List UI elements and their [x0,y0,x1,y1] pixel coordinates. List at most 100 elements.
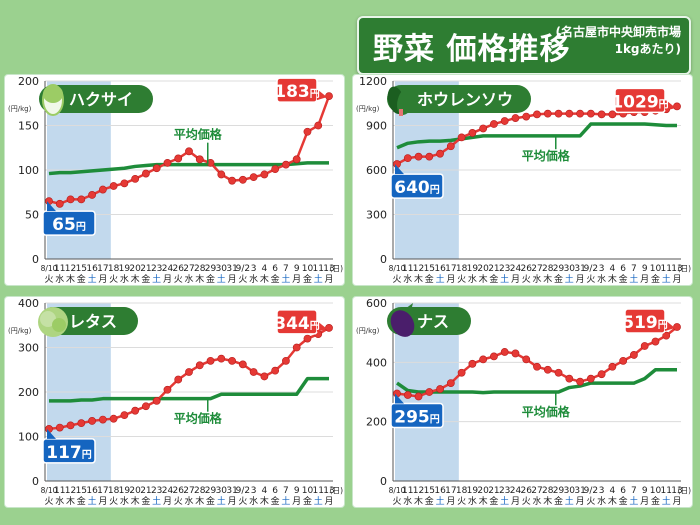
avg-label: 平均価格 [172,125,224,165]
y-tick-label: 1200 [359,75,387,88]
x-day-label: 火 [457,274,466,285]
chart-svg: 03006009001200(円/kg)8/10火11水12木15金16土17月… [356,75,691,285]
x-tick-label: 4 [262,264,268,274]
y-tick-label: 400 [366,356,387,369]
x-day-label: 火 [522,274,531,285]
x-day-label: 土 [281,495,290,507]
x-tick-label: 30 [216,264,228,274]
x-tick-label: 11 [402,264,413,274]
x-tick-label: 31 [574,486,585,496]
x-day-label: 木 [479,273,488,285]
price-point [608,110,617,119]
x-day-label: 木 [260,495,269,507]
series-name: ホウレンソウ [417,90,513,109]
price-point [597,110,606,119]
x-tick-label: 17 [97,264,108,274]
price-point [120,411,129,420]
y-unit-label: (円/kg) [8,327,32,335]
x-day-label: 月 [163,496,172,507]
x-day-label: 金 [206,273,215,285]
x-day-label: 金 [489,273,498,285]
x-day-label: 水 [249,273,258,285]
x-day-label: 木 [195,273,204,285]
x-day-label: 木 [543,273,552,285]
y-tick-label: 0 [380,475,387,488]
price-point [543,365,552,374]
series-name: ナス [417,312,449,331]
x-day-label: 月 [576,496,585,507]
x-day-label: 金 [554,495,563,507]
x-day-label: 土 [629,273,638,285]
x-day-label: 火 [586,496,595,507]
price-point [195,155,204,164]
x-tick-label: 11 [661,486,672,496]
x-day-label: 金 [303,495,312,507]
price-point [98,415,107,424]
end-price-badge-text: 1029円 [611,92,668,112]
x-tick-label: 19 [119,486,131,496]
x-day-label: 月 [672,496,681,507]
price-point [271,366,280,375]
price-point [260,372,269,381]
x-tick-label: 28 [542,486,554,496]
avg-price-line [49,376,329,403]
price-point [403,391,412,399]
start-price-badge-unit: 円 [430,184,440,196]
eggplant-icon [390,303,415,337]
x-tick-label: 11 [313,486,324,496]
x-day-label: 木 [66,495,75,507]
start-price-badge-unit: 円 [76,221,86,233]
price-point [673,102,681,111]
price-point [576,377,584,386]
x-day-label: 金 [619,273,628,285]
price-point [457,368,466,377]
price-point [414,392,423,401]
source-note: (名古屋市中央卸売市場 1kgあたり) [556,24,682,58]
price-point [673,323,681,331]
price-point [55,423,64,432]
x-day-label: 土 [217,495,226,507]
x-day-label: 土 [565,273,574,285]
end-price-badge-value: 519 [622,313,658,333]
x-tick-label: 8/10 [389,486,406,495]
start-price-badge-text: 65円 [52,215,86,235]
price-point [565,109,574,118]
x-day-label: 月 [672,274,681,285]
price-point [543,109,552,118]
price-point [249,173,258,182]
price-point [630,351,638,359]
x-tick-label: 28 [194,264,206,274]
x-day-label: 水 [249,495,258,507]
x-day-label: 水 [120,495,129,507]
x-day-label: 月 [640,496,649,507]
y-tick-label: 0 [32,253,39,266]
x-tick-label: 17 [97,486,108,496]
x-day-label: 火 [44,496,53,507]
price-point [282,356,290,365]
x-day-label: 月 [292,274,301,285]
avg-label-text: 平均価格 [522,404,571,419]
price-point [403,154,412,163]
x-tick-label: 9 [642,264,648,274]
price-point [142,169,150,178]
chart-panel-horenso: 0 300 600 900 1200 (円/kg) 8/10 火 11 水 12 木 15 金 16 土 17 月… [352,74,693,286]
x-tick-label: 20 [477,486,489,496]
x-tick-label: 24 [510,264,522,274]
x-day-label: 火 [586,274,595,285]
price-point [163,158,172,167]
x-day-label: 金 [554,273,563,285]
page-title: 野菜 価格推移 [373,32,571,67]
price-point [131,406,140,415]
x-day-label: 月 [98,496,107,507]
napa-cabbage-icon [42,84,64,116]
price-point [468,359,477,368]
x-day-label: 木 [66,273,75,285]
x-day-label: 木 [195,495,204,507]
x-day-label: 木 [479,495,488,507]
y-tick-label: 600 [366,297,387,310]
x-tick-label: 7 [631,264,637,274]
x-tick-label: 6 [272,486,278,496]
x-day-label: 金 [425,273,434,285]
price-point [88,191,96,199]
chart-panel-lettuce: 0 100 200 300 400 (円/kg) 8/10 火 11 水 12 木 15 金 16 土 17 月 1… [4,296,345,508]
